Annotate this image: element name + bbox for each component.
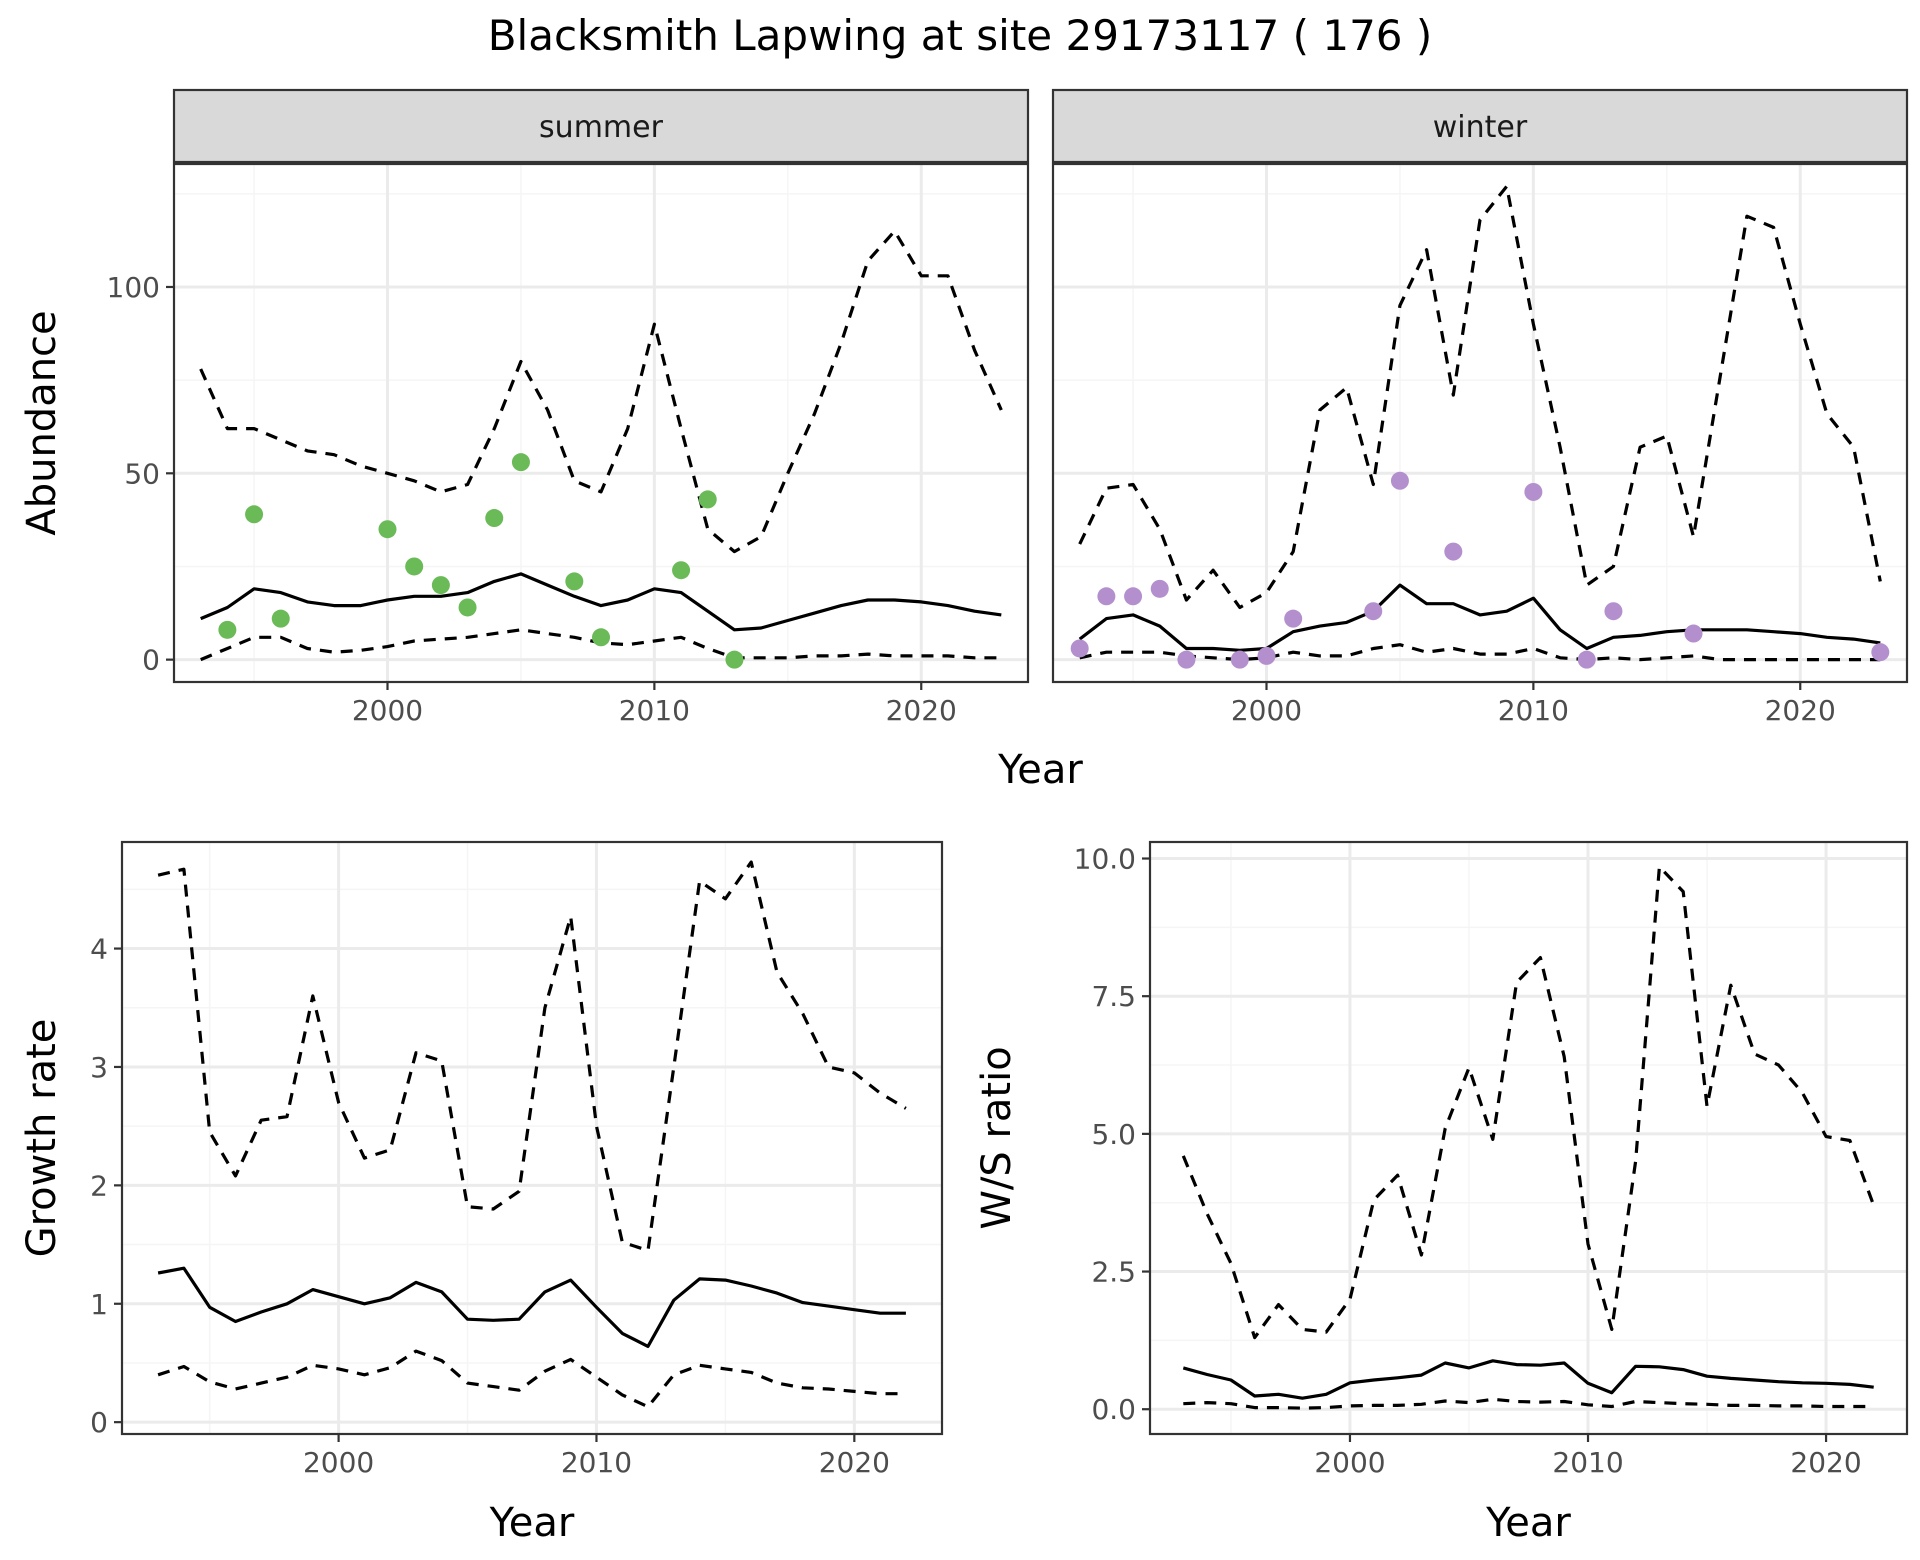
data-point [1364,602,1383,621]
panel-ratio: 2000 2010 2020 0.0 2.5 5.0 7.5 10.0 [1074,840,1909,1479]
series-line-mean [1078,583,1881,652]
data-point [672,561,691,580]
series-line-upper [1078,184,1882,610]
series-line-upper [157,860,907,1253]
y-tick-label: 4 [90,933,108,966]
data-point [1577,650,1596,669]
data-point [1524,482,1543,501]
facet-strip [172,88,1030,164]
series-line-upper [199,229,1003,554]
x-axis-title: Year [1485,1500,1571,1546]
data-point [1070,639,1089,658]
x-tick-label: 2000 [352,694,423,727]
y-tick-label: 7.5 [1091,980,1136,1013]
series-line-lower [1183,1397,1874,1410]
data-point [565,572,584,591]
chart-title: Blacksmith Lapwing at site 29173117 ( 17… [488,11,1433,60]
panel-growth: 2000 2010 2020 0 1 2 3 4 [90,840,944,1479]
series-line-lower [1079,643,1881,662]
data-point [511,453,530,472]
data-point [1604,602,1623,621]
panel-border [1148,840,1909,1436]
data-point [698,490,717,509]
series-line-mean [157,1266,906,1348]
y-tick-label: 5.0 [1091,1118,1136,1151]
data-point [1871,643,1890,662]
data-point [725,650,744,669]
x-tick-label: 2020 [1790,1446,1861,1479]
y-tick-label: 3 [90,1051,108,1084]
data-point [1150,579,1169,598]
panel-summer: summer 2000 2010 2020 0 50 100 [107,88,1030,727]
data-point [271,609,290,628]
y-tick-label: 0 [142,644,160,677]
series-line-upper [1181,865,1876,1340]
x-tick-label: 2000 [1231,694,1302,727]
gridlines [1150,842,1907,1434]
series-line-mean [1182,1359,1874,1400]
x-tick-label: 2010 [1498,694,1569,727]
y-tick-label: 100 [107,271,160,304]
facet-strip-label: winter [1433,110,1528,145]
panel-border [1051,162,1909,684]
y-axis-title: Abundance [19,310,65,535]
x-axis-title: Year [997,747,1083,793]
series-line-lower [157,1349,906,1409]
y-axis-title: W/S ratio [974,1046,1020,1229]
data-point [1284,609,1303,628]
x-tick-label: 2020 [1765,694,1836,727]
data-point [1390,471,1409,490]
x-tick-label: 2020 [819,1446,890,1479]
panel-winter: winter 2000 2010 2020 [1051,88,1909,727]
y-tick-label: 2.5 [1091,1256,1136,1289]
facet-strip [1051,88,1909,164]
data-point [378,520,397,539]
data-point [405,557,424,576]
x-tick-label: 2010 [619,694,690,727]
y-tick-label: 50 [124,457,160,490]
x-tick-label: 2010 [1552,1446,1623,1479]
panel-border [120,840,944,1436]
data-point [245,505,264,524]
x-tick-label: 2010 [561,1446,632,1479]
data-point [1177,650,1196,669]
data-point [1257,646,1276,665]
data-point [1230,650,1249,669]
x-tick-label: 2020 [886,694,957,727]
y-tick-label: 0.0 [1091,1393,1136,1426]
data-point [1684,624,1703,643]
y-tick-label: 1 [90,1288,108,1321]
data-point [1097,587,1116,606]
y-tick-label: 2 [90,1169,108,1202]
data-point [592,628,610,647]
facet-strip-label: summer [539,110,664,145]
data-point [431,576,450,595]
panel-border [172,162,1030,684]
x-tick-label: 2000 [303,1446,374,1479]
y-tick-label: 0 [90,1406,108,1439]
gridlines [122,842,942,1434]
y-tick-label: 10.0 [1074,843,1136,876]
data-point [1124,587,1143,606]
gridlines [174,164,1028,682]
data-point [1444,542,1463,561]
x-tick-label: 2000 [1314,1446,1385,1479]
data-point [485,509,504,528]
data-point [458,598,477,617]
x-axis-title: Year [489,1500,575,1546]
data-point [218,620,237,639]
series-line-mean [200,572,1002,632]
y-axis-title: Growth rate [19,1019,65,1258]
